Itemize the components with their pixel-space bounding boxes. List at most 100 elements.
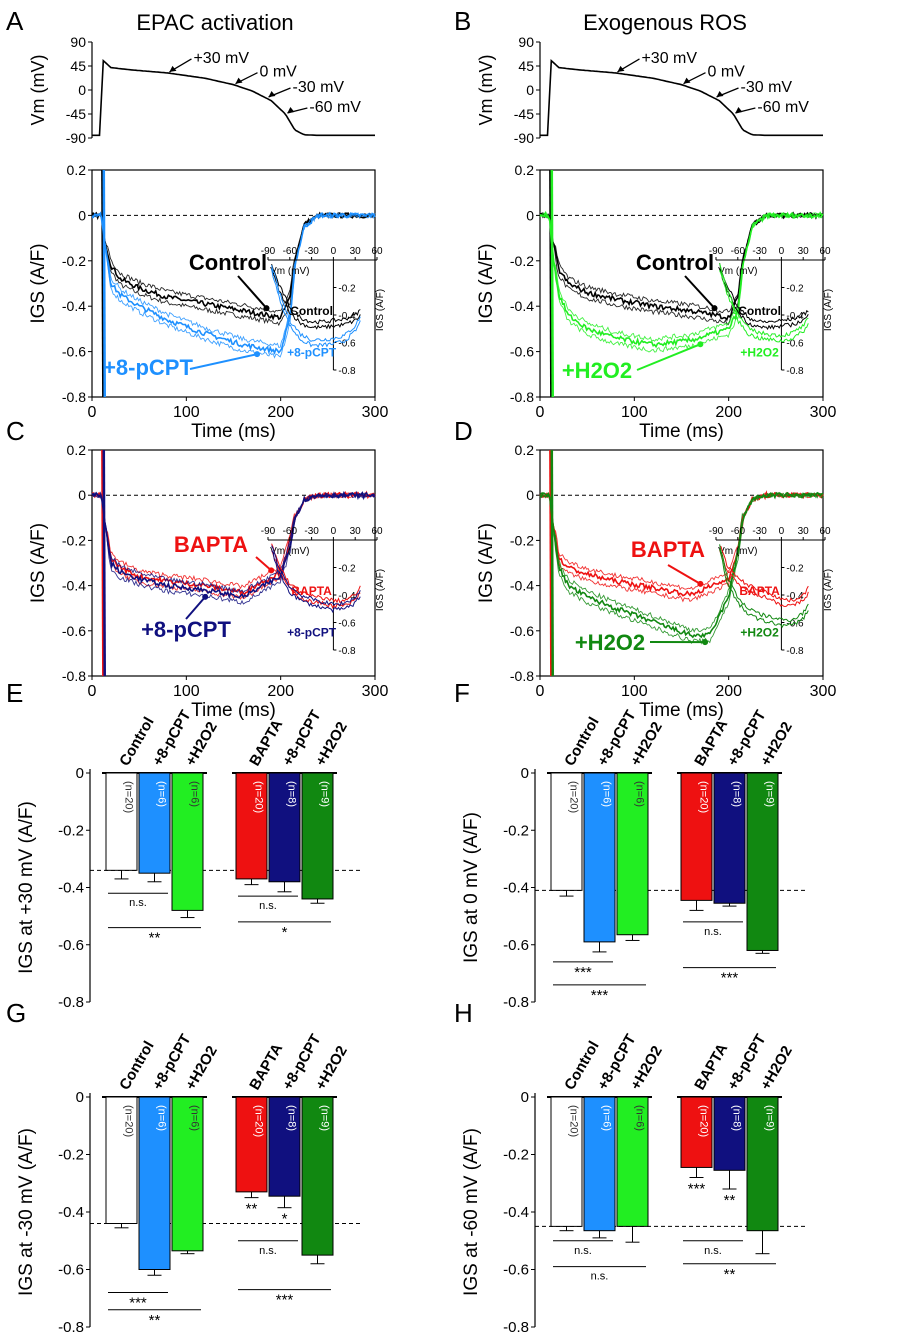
series-label-arrow xyxy=(684,275,716,309)
trace-y-tick-label: 0 xyxy=(526,207,534,223)
inset-x-tick-label: -60 xyxy=(283,246,298,257)
inset-x-label: Vm (mV) xyxy=(270,266,309,277)
significance-label: *** xyxy=(721,970,739,987)
trace-line xyxy=(539,491,824,639)
bar xyxy=(301,1096,334,1256)
bar xyxy=(680,1096,713,1168)
voltage-annotation: +30 mV xyxy=(641,50,697,67)
vm-y-tick-label: 90 xyxy=(70,34,86,50)
trace-frame xyxy=(91,449,376,677)
bar-y-label: IGS at -30 mV (A/F) xyxy=(16,1128,37,1296)
trace-y-tick-label: -0.2 xyxy=(62,253,86,269)
bar-n-label: (n=20) xyxy=(698,781,710,813)
significance-label: *** xyxy=(688,1181,706,1198)
inset-series-label: BAPTA xyxy=(291,584,332,598)
inset-series-label: Control xyxy=(290,304,333,318)
inset-trace xyxy=(271,550,361,614)
inset-x-tick-label: -90 xyxy=(261,526,276,537)
inset-x-tick-label: 60 xyxy=(371,526,383,537)
series-label-arrow xyxy=(636,343,701,371)
inset-x-tick-label: 0 xyxy=(779,246,785,257)
significance-label: ** xyxy=(149,1312,161,1329)
bar-y-tick-label: -0.8 xyxy=(58,1319,84,1336)
inset-y-label: IGS (A/F) xyxy=(823,569,834,611)
vm-y-tick-label: 45 xyxy=(518,58,534,74)
inset-trace xyxy=(271,268,361,349)
inset-series-label: Control xyxy=(738,304,781,318)
trace-spike xyxy=(101,169,105,398)
bar-y-tick-label: -0.8 xyxy=(503,994,529,1011)
trace-line xyxy=(91,212,376,327)
trace-y-tick-label: -0.6 xyxy=(62,623,86,639)
inset-trace xyxy=(271,263,361,325)
y-axis-label: IGS (A/F) xyxy=(476,243,497,323)
trace-y-tick-label: 0.2 xyxy=(67,162,87,178)
voltage-annotation: -60 mV xyxy=(757,99,809,116)
bar-y-tick-label: -0.2 xyxy=(503,822,529,839)
trace-x-tick-label: 100 xyxy=(173,404,200,421)
trace-spike xyxy=(102,449,106,677)
inset-y-tick-label: -0.6 xyxy=(786,339,804,350)
bar-n-label: (n=6) xyxy=(189,1105,201,1131)
series-label: +8-pCPT xyxy=(141,617,231,642)
x-axis-label: Time (ms) xyxy=(639,700,724,721)
trace-frame xyxy=(539,169,824,398)
trace-line xyxy=(539,491,824,645)
significance-label: n.s. xyxy=(704,1245,722,1257)
bar-y-tick-label: 0 xyxy=(521,1089,529,1106)
inset-trace xyxy=(719,545,809,603)
bar-n-label: (n=20) xyxy=(253,781,265,813)
inset-trace xyxy=(271,550,361,610)
series-label: +8-pCPT xyxy=(103,355,193,380)
inset-trace xyxy=(271,545,361,607)
bar-n-label: (n=20) xyxy=(568,1105,580,1137)
series-label-arrowhead xyxy=(268,567,275,574)
inset-trace xyxy=(271,265,361,342)
inset-y-tick-label: -0.2 xyxy=(338,564,356,575)
inset-x-tick-label: 30 xyxy=(798,526,810,537)
trace-y-tick-label: -0.6 xyxy=(510,623,534,639)
inset-x-tick-label: -60 xyxy=(731,526,746,537)
trace-y-tick-label: -0.8 xyxy=(510,389,534,405)
inset-y-tick-label: -0.4 xyxy=(338,591,356,602)
inset-y-tick-label: -0.2 xyxy=(786,564,804,575)
bar-n-label: (n=6) xyxy=(601,1105,613,1131)
inset-x-tick-label: 30 xyxy=(350,246,362,257)
trace-x-tick-label: 0 xyxy=(536,683,545,700)
inset-x-tick-label: 0 xyxy=(331,526,337,537)
inset-y-tick-label: -0.8 xyxy=(786,366,804,377)
bar-y-tick-label: -0.6 xyxy=(503,937,529,954)
inset-x-tick-label: -30 xyxy=(752,526,767,537)
trace-spike xyxy=(549,449,553,677)
trace-x-tick-label: 100 xyxy=(621,683,648,700)
bar-y-label: IGS at -60 mV (A/F) xyxy=(461,1128,482,1296)
series-label-arrow xyxy=(189,353,258,370)
trace-y-tick-label: -0.2 xyxy=(510,532,534,548)
bar-y-label: IGS at +30 mV (A/F) xyxy=(16,801,37,974)
bar-n-label: (n=9) xyxy=(764,1105,776,1131)
series-label-arrow xyxy=(237,275,268,309)
trace-y-tick-label: -0.2 xyxy=(62,532,86,548)
trace-x-tick-label: 0 xyxy=(88,683,97,700)
significance-label: * xyxy=(282,1211,288,1228)
trace-y-tick-label: -0.4 xyxy=(510,298,534,314)
voltage-annotation: +30 mV xyxy=(193,50,249,67)
significance-label: *** xyxy=(276,1292,294,1309)
bar xyxy=(138,772,171,874)
inset-trace xyxy=(719,544,809,623)
figure-title-left: EPAC activation xyxy=(136,10,293,35)
inset-series-label: +8-pCPT xyxy=(287,625,337,639)
bar xyxy=(171,1096,204,1252)
trace-y-tick-label: 0.2 xyxy=(67,442,87,458)
inset-y-tick-label: -0.8 xyxy=(338,646,356,657)
vm-y-tick-label: -45 xyxy=(66,106,86,122)
trace-line xyxy=(91,212,376,359)
bar-n-label: (n=9) xyxy=(319,781,331,807)
vm-y-tick-label: 0 xyxy=(78,82,86,98)
trace-y-tick-label: 0 xyxy=(526,487,534,503)
vm-y-tick-label: -90 xyxy=(66,130,86,146)
x-axis-label: Time (ms) xyxy=(639,421,724,442)
inset-y-tick-label: -0.2 xyxy=(338,284,356,295)
bar xyxy=(138,1096,171,1270)
trace-line xyxy=(91,212,376,313)
